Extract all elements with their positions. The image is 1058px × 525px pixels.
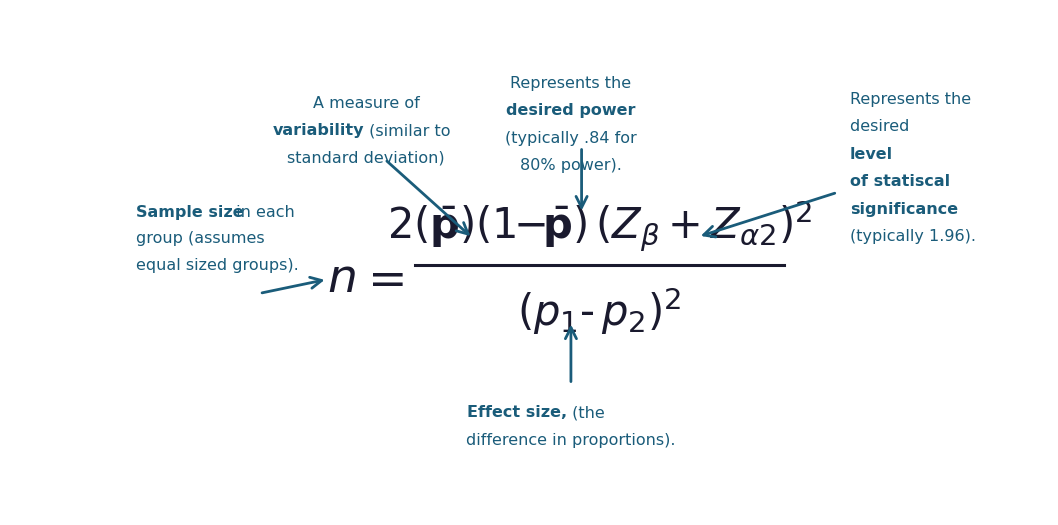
Text: Represents the: Represents the — [850, 92, 971, 107]
Text: desired: desired — [850, 119, 914, 134]
Text: $=$: $=$ — [358, 257, 403, 302]
Text: Represents the: Represents the — [510, 76, 632, 91]
Text: group (assumes: group (assumes — [136, 232, 264, 246]
Text: (similar to: (similar to — [364, 123, 451, 139]
Text: (the: (the — [567, 405, 604, 420]
Text: $(p_{1}\text{-}\, p_{2})^{2}$: $(p_{1}\text{-}\, p_{2})^{2}$ — [517, 286, 681, 338]
Text: variability: variability — [273, 123, 364, 139]
Text: (typically 1.96).: (typically 1.96). — [850, 229, 975, 244]
Text: Effect size,: Effect size, — [467, 405, 567, 420]
Text: difference in proportions).: difference in proportions). — [467, 433, 676, 448]
Text: standard deviation): standard deviation) — [287, 151, 444, 166]
Text: significance: significance — [850, 202, 957, 217]
Text: 80% power).: 80% power). — [519, 158, 622, 173]
Text: level: level — [850, 147, 893, 162]
Text: desired power: desired power — [506, 103, 636, 118]
Text: $2(\bar{\mathbf{p}})(1\!\!-\!\!\bar{\mathbf{p}})\,(Z_{\beta} + Z_{\alpha 2})^{2}: $2(\bar{\mathbf{p}})(1\!\!-\!\!\bar{\mat… — [387, 199, 813, 254]
Text: $n$: $n$ — [327, 257, 355, 302]
Text: in each: in each — [231, 205, 294, 220]
Text: (typically .84 for: (typically .84 for — [505, 131, 637, 146]
Text: Sample size: Sample size — [136, 205, 244, 220]
Text: equal sized groups).: equal sized groups). — [136, 258, 299, 272]
Text: A measure of: A measure of — [312, 96, 419, 111]
Text: of statiscal: of statiscal — [850, 174, 950, 190]
